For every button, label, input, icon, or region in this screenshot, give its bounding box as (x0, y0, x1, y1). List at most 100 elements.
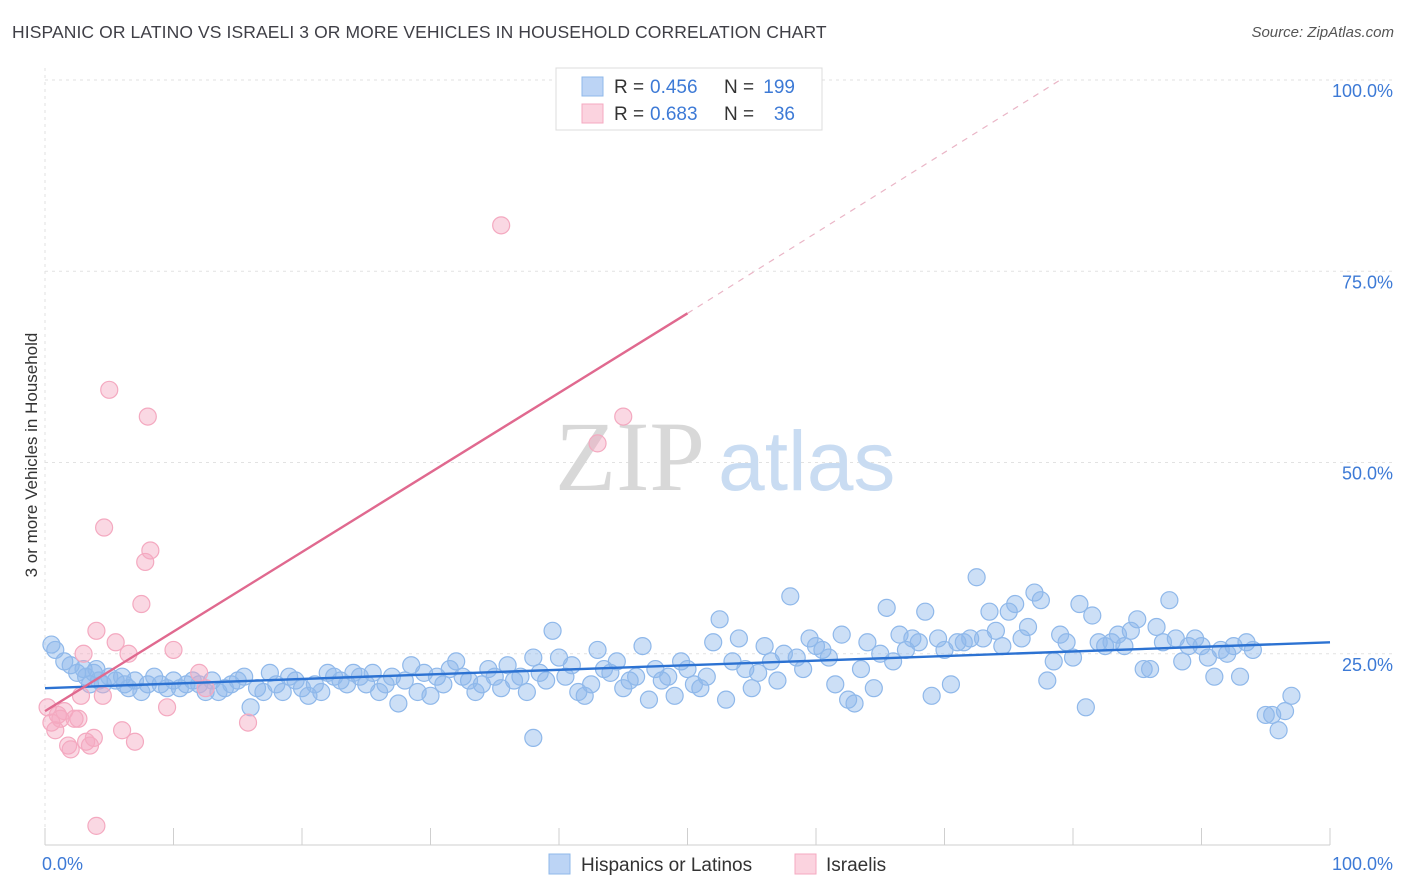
stats-n-label-2: N = (724, 104, 754, 125)
y-axis-label: 3 or more Vehicles in Household (22, 333, 41, 578)
x-axis (44, 828, 1331, 846)
hispanic-point-175 (1140, 659, 1160, 679)
y-tick-label-3: 100.0% (1332, 81, 1393, 101)
hispanic-point-65 (434, 675, 453, 694)
hispanic-point-148 (967, 568, 986, 587)
hispanic-point-85 (562, 656, 581, 675)
israeli-point-2 (46, 721, 65, 740)
hispanic-point-106 (697, 667, 716, 686)
legend-label-israeli: Israelis (826, 855, 886, 876)
hispanic-point-180 (1173, 652, 1192, 671)
hispanic-point-125 (819, 648, 838, 667)
stats-r-value-2: 0.683 (650, 104, 698, 125)
hispanic-point-174 (1134, 659, 1153, 679)
israeli-point-14 (84, 728, 103, 748)
israeli-point-34 (614, 407, 633, 426)
israeli-point-33 (588, 434, 607, 453)
stats-legend: R = 0.456 N = 199 R = 0.683 N = 36 (555, 67, 823, 131)
hispanic-point-196 (1282, 686, 1301, 705)
hispanic-point-75 (498, 656, 517, 675)
legend-label-hispanic: Hispanics or Latinos (581, 855, 752, 876)
hispanic-point-87 (575, 686, 594, 705)
hispanic-point-114 (749, 663, 768, 682)
israeli-point-9 (69, 709, 88, 728)
hispanic-point-151 (986, 621, 1006, 640)
y-tick-label-1: 50.0% (1342, 464, 1393, 484)
hispanic-point-119 (781, 587, 800, 606)
hispanic-point-63 (421, 686, 440, 705)
hispanic-point-154 (1006, 594, 1025, 614)
hispanic-point-166 (1083, 606, 1102, 625)
hispanic-point-103 (678, 659, 697, 679)
hispanic-point-111 (729, 629, 749, 648)
hispanic-point-134 (877, 598, 896, 617)
israeli-point-29 (190, 663, 209, 682)
stats-n-label-1: N = (724, 77, 754, 98)
israeli-point-28 (164, 640, 183, 660)
hispanic-point-109 (716, 690, 736, 709)
scatter-points (38, 216, 1301, 835)
hispanic-point-40 (273, 682, 292, 702)
hispanic-point-159 (1038, 671, 1057, 690)
hispanic-point-79 (524, 648, 543, 667)
hispanic-point-164 (1070, 594, 1089, 614)
hispanic-point-165 (1076, 698, 1095, 717)
y-tick-label-2: 75.0% (1342, 272, 1393, 292)
hispanic-point-127 (832, 625, 851, 644)
hispanic-point-97 (639, 690, 659, 709)
hispanic-point-139 (909, 633, 928, 652)
israeli-point-20 (112, 721, 132, 740)
hispanic-point-152 (993, 636, 1012, 656)
hispanic-point-130 (851, 659, 871, 679)
israeli-trend-extension (687, 79, 1061, 314)
israeli-point-17 (95, 518, 114, 537)
israeli-point-18 (100, 380, 119, 399)
hispanic-point-192 (1256, 705, 1275, 725)
hispanic-point-173 (1128, 610, 1147, 629)
x-tick-label-right: 100.0% (1332, 854, 1393, 874)
legend-swatch-hispanic (548, 853, 571, 875)
hispanic-point-155 (1012, 629, 1031, 648)
israeli-point-7 (61, 740, 80, 759)
israeli-point-16 (93, 686, 112, 705)
hispanic-point-101 (665, 686, 684, 705)
hispanic-point-92 (607, 652, 626, 671)
israeli-point-35 (87, 816, 106, 835)
y-tick-label-0: 25.0% (1342, 655, 1393, 675)
hispanic-point-132 (864, 679, 883, 698)
hispanic-point-126 (826, 675, 845, 694)
hispanic-point-78 (517, 682, 536, 702)
hispanic-point-156 (1018, 617, 1038, 637)
stats-swatch-pink (581, 103, 604, 124)
hispanic-point-82 (543, 621, 562, 640)
hispanic-point-84 (556, 667, 575, 686)
hispanic-point-67 (447, 652, 466, 671)
chart-title: HISPANIC OR LATINO VS ISRAELI 3 OR MORE … (12, 22, 827, 42)
hispanic-point-150 (980, 602, 999, 621)
hispanic-point-95 (626, 667, 646, 686)
hispanic-point-163 (1063, 648, 1083, 667)
hispanic-point-108 (710, 610, 729, 629)
grid-lines (44, 68, 1392, 845)
hispanic-point-113 (742, 679, 761, 698)
israeli-point-23 (132, 594, 151, 614)
hispanic-point-100 (659, 667, 678, 686)
hispanic-point-121 (794, 659, 813, 679)
trend-lines (44, 79, 1331, 713)
hispanic-point-195 (1275, 702, 1295, 721)
hispanic-point-89 (588, 640, 607, 660)
hispanic-point-115 (755, 636, 774, 656)
hispanic-point-35 (241, 698, 260, 717)
hispanic-point-197 (524, 728, 543, 748)
hispanic-point-107 (704, 633, 723, 652)
israeli-point-30 (196, 679, 215, 698)
legend-swatch-israeli (794, 853, 817, 875)
hispanic-point-129 (845, 694, 864, 713)
hispanic-point-117 (768, 671, 787, 690)
israeli-point-8 (65, 709, 84, 728)
hispanic-point-158 (1031, 591, 1050, 610)
hispanic-point-144 (941, 675, 961, 694)
chart-source: Source: ZipAtlas.com (1251, 24, 1394, 41)
israeli-point-32 (492, 216, 511, 235)
